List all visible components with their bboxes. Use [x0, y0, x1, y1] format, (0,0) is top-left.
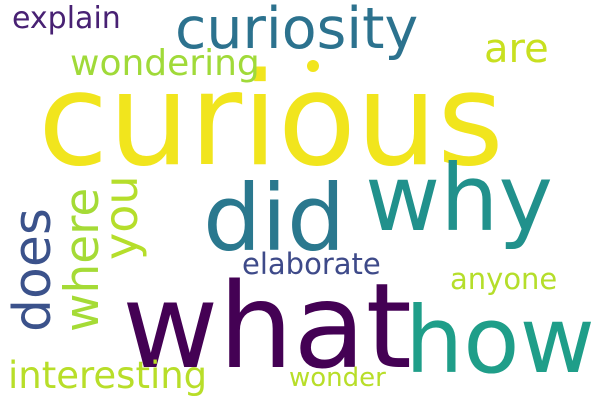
word-curious: curious	[38, 46, 504, 195]
word-curiosity: curiosity	[175, 0, 418, 62]
word-does: does	[3, 208, 63, 332]
word-what: what	[122, 257, 412, 395]
word-why: why	[365, 145, 553, 252]
dot-mark	[307, 60, 319, 72]
word-how: how	[405, 287, 595, 394]
word-are: are	[484, 26, 549, 72]
word-wonder: wonder	[289, 363, 386, 393]
word-did: did	[203, 165, 345, 272]
word-elaborate: elaborate	[242, 247, 381, 281]
word-where: where	[55, 188, 110, 332]
word-explain: explain	[12, 1, 121, 36]
word-interesting: interesting	[8, 354, 207, 397]
word-anyone: anyone	[450, 262, 557, 296]
word-wondering: wondering	[70, 43, 260, 84]
word-you: you	[94, 175, 148, 260]
